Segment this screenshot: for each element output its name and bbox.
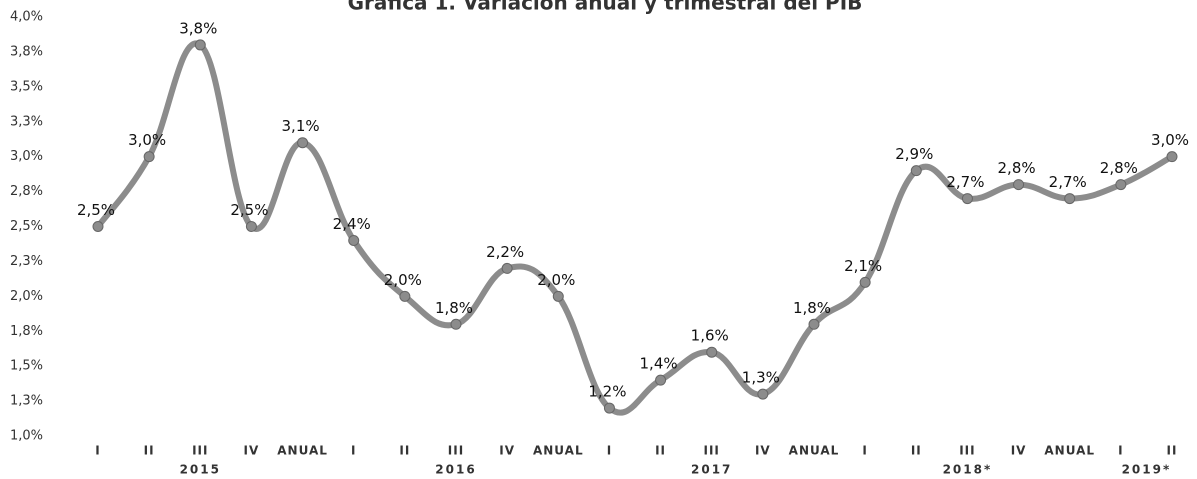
data-label: 2,5% [230, 201, 268, 219]
data-label: 1,4% [640, 355, 678, 373]
y-tick-label: 2,3% [10, 254, 43, 269]
x-tick-label: III [959, 444, 975, 458]
chart-title: Gráfica 1. Variación anual y trimestral … [348, 0, 863, 15]
marker [348, 234, 360, 246]
x-tick-label: II [1167, 444, 1178, 458]
marker [297, 137, 309, 149]
y-tick-label: 1,5% [10, 359, 43, 374]
x-tick-label: I [862, 444, 867, 458]
x-tick-label: IV [499, 444, 515, 458]
x-tick-label: I [351, 444, 356, 458]
data-label: 2,0% [537, 271, 575, 289]
data-label: 1,3% [742, 369, 780, 387]
x-tick-label: IV [755, 444, 771, 458]
data-label: 2,8% [998, 159, 1036, 177]
data-label: 3,0% [1151, 131, 1189, 149]
marker [552, 290, 564, 302]
data-label: 2,4% [333, 215, 371, 233]
y-tick-label: 2,8% [10, 184, 43, 199]
data-label: 3,0% [128, 131, 166, 149]
y-tick-label: 3,8% [10, 44, 43, 59]
x-tick-label: ANUAL [277, 444, 328, 458]
marker [1166, 151, 1178, 163]
x-tick-label: II [911, 444, 922, 458]
y-tick-label: 1,0% [10, 429, 43, 444]
x-group-label: 2016 [435, 463, 476, 477]
marker [706, 346, 718, 358]
marker [757, 388, 769, 400]
marker [910, 165, 922, 177]
x-tick-label: II [655, 444, 666, 458]
marker [143, 151, 155, 163]
x-group-label: 2018* [943, 463, 993, 477]
marker [1115, 179, 1127, 191]
marker [603, 402, 615, 414]
data-label: 2,2% [486, 243, 524, 261]
data-label: 3,1% [282, 117, 320, 135]
data-label: 2,8% [1100, 159, 1138, 177]
x-tick-label: IV [1011, 444, 1027, 458]
y-tick-label: 3,5% [10, 79, 43, 94]
marker [1013, 179, 1025, 191]
x-tick-label: I [607, 444, 612, 458]
y-tick-label: 2,0% [10, 289, 43, 304]
marker [655, 374, 667, 386]
y-tick-label: 1,8% [10, 324, 43, 339]
data-label: 1,2% [588, 383, 626, 401]
line [95, 40, 1175, 416]
x-group-label: 2017 [691, 463, 732, 477]
y-tick-label: 2,5% [10, 219, 43, 234]
marker [808, 318, 820, 330]
data-label: 1,8% [793, 299, 831, 317]
x-tick-label: ANUAL [1044, 444, 1095, 458]
data-label: 1,8% [435, 299, 473, 317]
marker [961, 193, 973, 205]
data-label: 2,7% [946, 173, 984, 191]
data-label: 1,6% [691, 327, 729, 345]
x-tick-label: I [1118, 444, 1123, 458]
marker [1064, 193, 1076, 205]
data-label: 2,7% [1049, 173, 1087, 191]
x-group-label: 2019* [1122, 463, 1172, 477]
data-label: 2,5% [77, 201, 115, 219]
marker [399, 290, 411, 302]
marker [501, 262, 513, 274]
x-tick-label: I [95, 444, 100, 458]
x-tick-label: III [448, 444, 464, 458]
data-label: 2,9% [895, 145, 933, 163]
y-tick-label: 3,3% [10, 114, 43, 129]
y-tick-label: 3,0% [10, 149, 43, 164]
data-label: 3,8% [179, 19, 217, 37]
x-tick-label: ANUAL [533, 444, 584, 458]
x-tick-label: III [192, 444, 208, 458]
marker [194, 39, 206, 51]
marker [859, 276, 871, 288]
x-tick-label: II [399, 444, 410, 458]
marker [92, 221, 104, 232]
y-tick-label: 4,0% [10, 10, 43, 25]
x-tick-label: IV [244, 444, 260, 458]
data-label: 2,1% [844, 257, 882, 275]
x-group-label: 2015 [180, 463, 221, 477]
marker [245, 221, 257, 232]
x-tick-label: II [144, 444, 155, 458]
y-tick-label: 1,3% [10, 394, 43, 409]
x-tick-label: III [704, 444, 720, 458]
x-tick-label: ANUAL [789, 444, 840, 458]
data-label: 2,0% [384, 271, 422, 289]
marker [450, 318, 462, 330]
